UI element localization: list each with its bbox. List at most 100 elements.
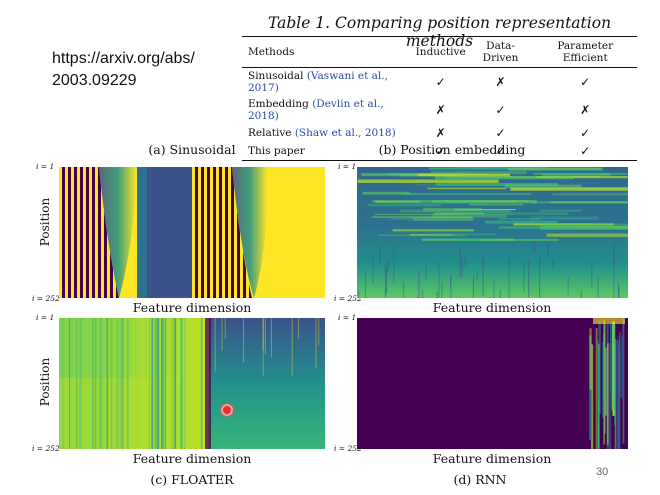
floater-stripe <box>106 318 108 449</box>
floater-stripe <box>200 318 201 449</box>
embedding-streak <box>385 266 388 294</box>
embedding-streak <box>433 212 485 215</box>
param-efficient-mark: ✓ <box>580 144 591 158</box>
col-parameter-efficient: Parameter Efficient <box>557 40 614 64</box>
table-header-row: Methods Inductive Data-Driven Parameter … <box>242 36 637 68</box>
ytick-bottom-a: i = 252 <box>32 294 60 303</box>
embedding-streak <box>499 289 501 298</box>
embedding-streak <box>591 262 593 288</box>
embedding-streak <box>372 200 529 203</box>
floater-stripe <box>291 318 293 376</box>
xlabel-a: Feature dimension <box>132 300 252 315</box>
ytick-bottom-b: i = 252 <box>334 294 362 303</box>
floater-stripe <box>161 318 163 449</box>
embedding-streak <box>536 176 628 179</box>
floater-stripe <box>99 318 102 449</box>
floater-stripe <box>150 318 152 449</box>
rnn-activation <box>607 343 609 445</box>
rnn-activation <box>597 343 600 449</box>
rnn-activation <box>593 318 625 324</box>
data-driven-mark: ✗ <box>495 75 506 89</box>
floater-stripe <box>142 318 145 449</box>
col-methods: Methods <box>248 46 295 58</box>
embedding-streak <box>367 204 441 207</box>
embedding-streak <box>413 217 474 221</box>
inductive-mark: ✗ <box>435 103 446 117</box>
embedding-streak <box>513 223 614 226</box>
method-name: Embedding <box>248 98 309 110</box>
xlabel-b: Feature dimension <box>432 300 552 315</box>
embedding-streak <box>510 187 628 191</box>
data-driven-mark: ✓ <box>495 126 506 140</box>
caption-c: (c) FLOATER <box>150 472 234 487</box>
embedding-streak <box>478 239 559 241</box>
embedding-streak <box>618 286 620 298</box>
method-cell: Relative (Shaw et al., 2018) <box>242 124 414 142</box>
floater-stripe <box>224 318 226 339</box>
floater-stripe <box>65 318 68 449</box>
embedding-streak <box>552 258 554 270</box>
sinusoidal-right-half <box>192 167 325 298</box>
embedding-streak <box>540 226 628 230</box>
ytick-bottom-c: i = 252 <box>32 444 60 453</box>
rnn-activation <box>621 335 624 398</box>
floater-stripe <box>139 318 141 449</box>
floater-stripe <box>108 318 110 449</box>
table-row: Embedding (Devlin et al., 2018) ✗ ✓ ✗ <box>242 96 637 124</box>
param-efficient-mark: ✗ <box>580 103 591 117</box>
floater-stripe <box>92 318 95 449</box>
embedding-streak <box>429 167 540 170</box>
embedding-streak <box>435 183 558 186</box>
floater-stripe <box>154 318 157 449</box>
floater-stripe <box>101 318 103 449</box>
sinusoidal-left-half <box>59 167 192 298</box>
method-cell: Sinusoidal (Vaswani et al., 2017) <box>242 68 414 97</box>
embedding-streak <box>580 291 582 298</box>
embedding-streak <box>469 203 524 206</box>
ylabel-a: Position <box>38 197 52 247</box>
embedding-streak <box>454 167 550 168</box>
caption-a: (a) Sinusoidal <box>148 142 236 157</box>
floater-stripe <box>119 318 121 449</box>
embedding-streak <box>546 233 628 237</box>
rnn-activation <box>605 347 608 416</box>
embedding-streak <box>597 275 599 298</box>
method-cell: Embedding (Devlin et al., 2018) <box>242 96 414 124</box>
heatmap-rnn <box>357 318 628 449</box>
floater-stripe <box>262 318 264 376</box>
param-efficient-mark: ✓ <box>580 126 591 140</box>
embedding-streak <box>402 281 405 298</box>
inductive-mark: ✓ <box>435 144 446 158</box>
rnn-activation <box>598 319 601 414</box>
ytick-bottom-d: i = 252 <box>334 444 362 453</box>
comparison-table: Methods Inductive Data-Driven Parameter … <box>242 36 637 161</box>
arxiv-url[interactable]: https://arxiv.org/abs/ 2003.09229 <box>52 48 222 92</box>
floater-stripe <box>151 318 153 449</box>
rnn-activation <box>608 342 612 449</box>
rnn-activation <box>597 340 599 402</box>
rnn-activation <box>611 324 615 410</box>
embedding-streak <box>498 226 572 229</box>
floater-stripe <box>116 318 119 449</box>
xlabel-d: Feature dimension <box>432 451 552 466</box>
xlabel-c: Feature dimension <box>132 451 252 466</box>
floater-stripe <box>270 318 272 358</box>
floater-stripe <box>157 318 160 449</box>
citation-link[interactable]: (Devlin et al., 2018) <box>248 98 384 122</box>
table-title-prefix: Table 1. <box>267 14 331 32</box>
embedding-streak <box>388 201 487 204</box>
embedding-streak <box>533 242 535 254</box>
col-inductive: Inductive <box>415 46 466 58</box>
table-row: Sinusoidal (Vaswani et al., 2017) ✓ ✗ ✓ <box>242 68 637 97</box>
heatmap-floater <box>59 318 325 449</box>
embedding-streak <box>472 277 474 298</box>
citation-link[interactable]: (Vaswani et al., 2017) <box>248 70 388 94</box>
floater-stripe <box>172 318 174 449</box>
rnn-activation <box>619 332 621 398</box>
embedding-streak <box>505 184 582 188</box>
ytick-top-d: i = 1 <box>338 313 357 322</box>
table-title: Table 1. Comparing position representati… <box>242 14 637 50</box>
floater-stripe <box>242 318 244 363</box>
arxiv-url-line1: https://arxiv.org/abs/ <box>52 50 195 67</box>
citation-link[interactable]: (Shaw et al., 2018) <box>294 127 396 139</box>
